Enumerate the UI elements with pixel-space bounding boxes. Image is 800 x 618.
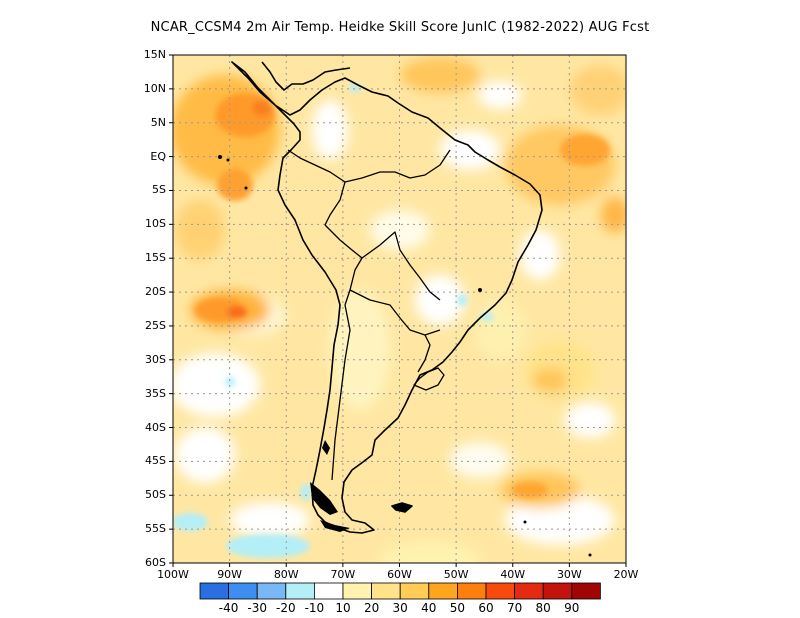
grid-lines [173,55,626,563]
legend-label: 50 [449,601,466,615]
lat-tick-label: 5N [150,115,166,129]
legend-label: 30 [392,601,408,615]
lon-tick-label: 40W [500,568,526,581]
lon-tick-label: 20W [613,568,639,581]
lat-tick-label: 45S [145,454,166,468]
lon-tick-label: 30W [556,568,582,581]
legend-label: -30 [247,601,267,615]
lat-tick-label: 25S [145,318,166,332]
lat-tick-label: 20S [145,285,166,299]
legend-label: 10 [335,601,351,615]
legend-label: -20 [275,601,296,615]
lat-tick-label: 60S [145,556,166,569]
lat-tick-label: 50S [145,488,166,502]
lat-tick-label: 35S [145,386,166,400]
legend-label: 70 [506,601,523,615]
lon-tick-label: 60W [387,568,412,581]
legend-label: 90 [564,601,580,615]
lat-tick-label: 30S [145,352,166,366]
lat-tick-label: 10N [143,81,166,95]
lon-tick-label: 100W [157,568,189,581]
lat-tick-label: 10S [145,217,166,231]
legend-label: -10 [304,601,325,615]
lat-tick-label: 55S [145,522,166,536]
lat-tick-label: 15N [143,48,166,61]
legend-label: 60 [478,601,494,615]
lat-tick-label: 5S [152,183,166,197]
legend-label: 80 [535,601,551,615]
legend-label: 20 [363,601,380,615]
map-title: NCAR_CCSM4 2m Air Temp. Heidke Skill Sco… [150,20,650,35]
legend-label: -40 [218,601,239,615]
islands [218,155,592,557]
lat-tick-label: EQ [150,149,166,163]
lon-tick-label: 50W [443,568,469,581]
lat-tick-label: 40S [145,420,166,434]
lon-tick-label: 80W [273,568,299,581]
legend-label: 40 [421,601,437,615]
lon-tick-label: 70W [330,568,356,581]
lon-tick-label: 90W [217,568,243,581]
axis-ticks [169,54,627,567]
lat-tick-label: 15S [145,251,166,265]
coastlines [231,61,543,534]
